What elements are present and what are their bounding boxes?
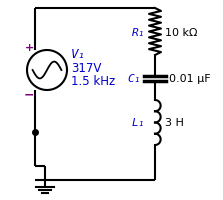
- Text: V₁: V₁: [71, 48, 86, 61]
- Text: 10 kΩ: 10 kΩ: [165, 27, 198, 37]
- Text: C₁: C₁: [128, 74, 141, 84]
- Text: −: −: [24, 88, 34, 101]
- Text: 317V: 317V: [71, 61, 101, 74]
- Text: 1.5 kHz: 1.5 kHz: [71, 75, 115, 88]
- Text: 3 H: 3 H: [165, 118, 184, 128]
- Text: R₁: R₁: [132, 27, 145, 37]
- Text: L₁: L₁: [132, 118, 145, 128]
- Text: 0.01 μF: 0.01 μF: [169, 74, 211, 84]
- Text: +: +: [24, 43, 34, 53]
